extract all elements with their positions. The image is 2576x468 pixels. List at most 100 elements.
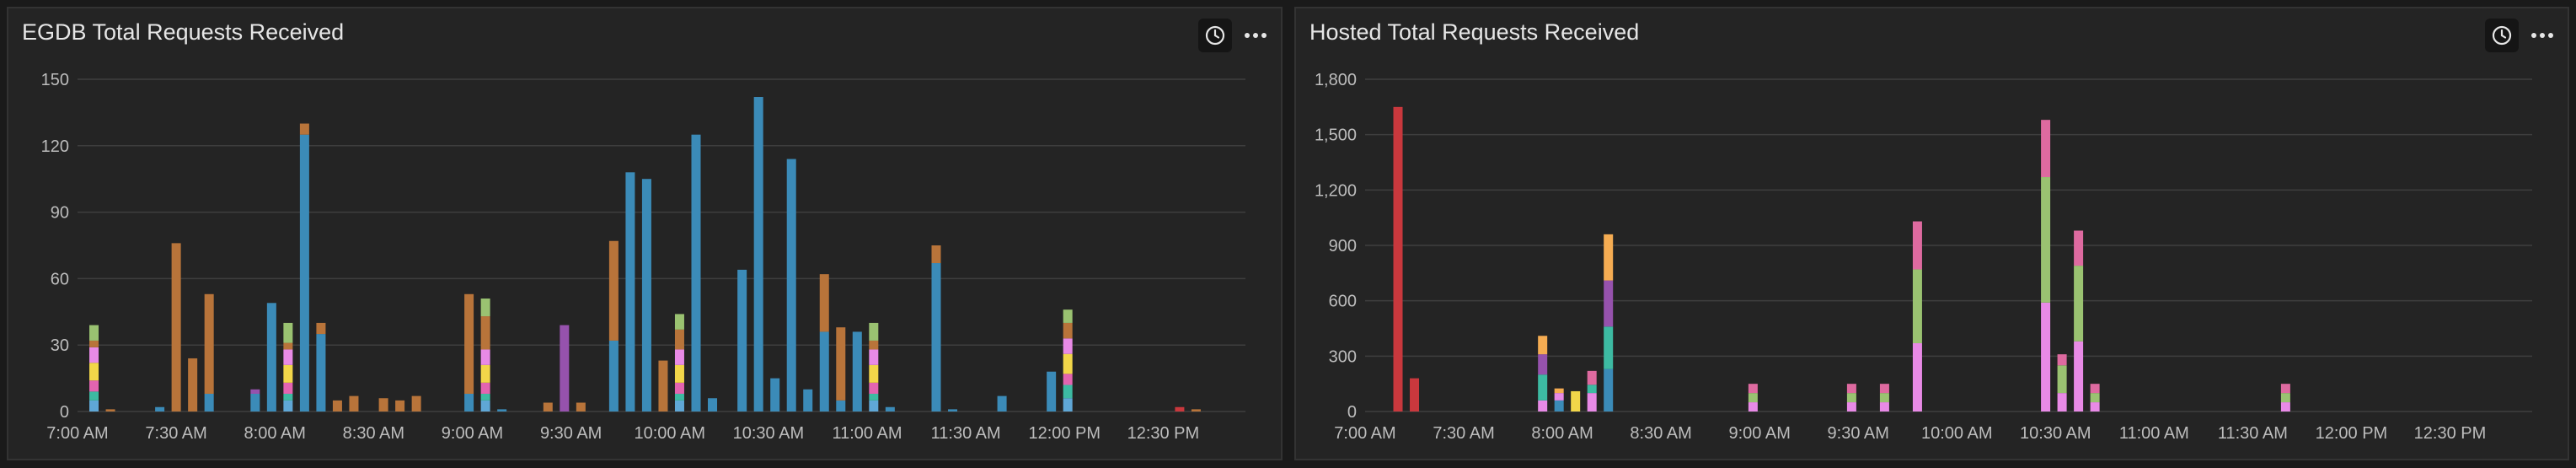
bar-stack[interactable] [2090,384,2100,412]
bar-segment[interactable] [560,325,570,412]
bar-stack[interactable] [395,400,405,412]
bar-stack[interactable] [283,322,293,412]
bar-stack[interactable] [770,378,780,412]
bar-segment[interactable] [625,172,635,412]
bar-segment[interactable] [1879,402,1889,412]
more-options-button[interactable] [2525,19,2559,52]
bar-segment[interactable] [316,334,326,412]
bar-segment[interactable] [480,393,490,401]
bar-segment[interactable] [1063,353,1073,374]
bar-segment[interactable] [105,409,115,412]
bar-stack[interactable] [1047,371,1057,412]
bar-stack[interactable] [171,243,181,412]
bar-stack[interactable] [1879,384,1889,412]
bar-segment[interactable] [283,393,293,401]
bar-segment[interactable] [2074,341,2084,412]
bar-segment[interactable] [1587,393,1597,412]
clock-button[interactable] [2485,19,2519,52]
bar-segment[interactable] [316,322,326,335]
bar-segment[interactable] [2280,402,2290,412]
bar-segment[interactable] [332,400,342,412]
bar-segment[interactable] [171,243,181,412]
bar-stack[interactable] [1604,234,1614,412]
bar-segment[interactable] [2280,393,2290,403]
bar-segment[interactable] [89,391,99,401]
bar-segment[interactable] [89,380,99,392]
bar-segment[interactable] [1063,385,1073,399]
bar-stack[interactable] [625,172,635,412]
bar-segment[interactable] [819,274,829,332]
bar-segment[interactable] [2057,393,2067,412]
bar-segment[interactable] [464,393,474,412]
bar-segment[interactable] [674,382,684,394]
bar-stack[interactable] [105,409,115,412]
bar-segment[interactable] [2090,402,2100,412]
bar-segment[interactable] [1846,402,1856,412]
bar-segment[interactable] [2280,384,2290,394]
bar-segment[interactable] [674,400,684,412]
bar-stack[interactable] [708,398,718,412]
bar-segment[interactable] [691,134,701,412]
bar-segment[interactable] [1571,390,1581,412]
bar-stack[interactable] [378,398,388,412]
bar-stack[interactable] [332,400,342,412]
bar-stack[interactable] [464,293,474,412]
bar-segment[interactable] [480,316,490,350]
bar-segment[interactable] [204,293,214,394]
bar-segment[interactable] [89,363,99,381]
bar-stack[interactable] [2041,120,2051,412]
bar-stack[interactable] [737,269,747,412]
bar-stack[interactable] [2057,354,2067,412]
bar-segment[interactable] [836,400,846,412]
bar-stack[interactable] [674,314,684,412]
bar-segment[interactable] [1846,384,1856,394]
bar-segment[interactable] [266,303,276,412]
bar-segment[interactable] [786,159,796,412]
bar-segment[interactable] [283,382,293,394]
bar-stack[interactable] [299,123,309,412]
bar-segment[interactable] [997,395,1007,412]
bar-stack[interactable] [786,159,796,412]
bar-segment[interactable] [1604,280,1614,327]
bar-segment[interactable] [869,400,879,412]
bar-segment[interactable] [770,378,780,412]
bar-stack[interactable] [155,406,165,412]
bar-stack[interactable] [1538,336,1548,412]
bar-segment[interactable] [931,245,941,264]
bar-segment[interactable] [283,400,293,412]
bar-segment[interactable] [836,327,846,401]
bar-segment[interactable] [395,400,405,412]
bar-segment[interactable] [1846,393,1856,403]
bar-segment[interactable] [1554,393,1564,401]
bar-segment[interactable] [1047,371,1057,412]
bar-segment[interactable] [283,364,293,383]
bar-segment[interactable] [1393,106,1403,412]
bar-stack[interactable] [753,97,763,412]
bar-segment[interactable] [1912,221,1922,270]
bar-segment[interactable] [869,340,879,350]
bar-segment[interactable] [869,349,879,365]
bar-segment[interactable] [1879,384,1889,394]
bar-segment[interactable] [948,409,958,412]
bar-segment[interactable] [1604,368,1614,412]
bar-segment[interactable] [674,393,684,401]
bar-segment[interactable] [283,322,293,343]
bar-stack[interactable] [204,293,214,412]
bar-stack[interactable] [803,389,813,412]
bar-segment[interactable] [1912,343,1922,412]
bar-segment[interactable] [543,402,553,412]
bar-segment[interactable] [674,314,684,330]
bar-segment[interactable] [869,364,879,383]
bar-stack[interactable] [948,409,958,412]
bar-segment[interactable] [1587,370,1597,385]
bar-stack[interactable] [1063,309,1073,412]
bar-segment[interactable] [480,382,490,394]
bar-segment[interactable] [576,402,586,412]
bar-segment[interactable] [2057,354,2067,366]
bar-segment[interactable] [1063,398,1073,412]
bar-stack[interactable] [349,395,359,412]
bar-segment[interactable] [608,340,619,412]
bar-segment[interactable] [931,263,941,412]
bar-segment[interactable] [1175,406,1185,412]
bar-segment[interactable] [2041,177,2051,303]
